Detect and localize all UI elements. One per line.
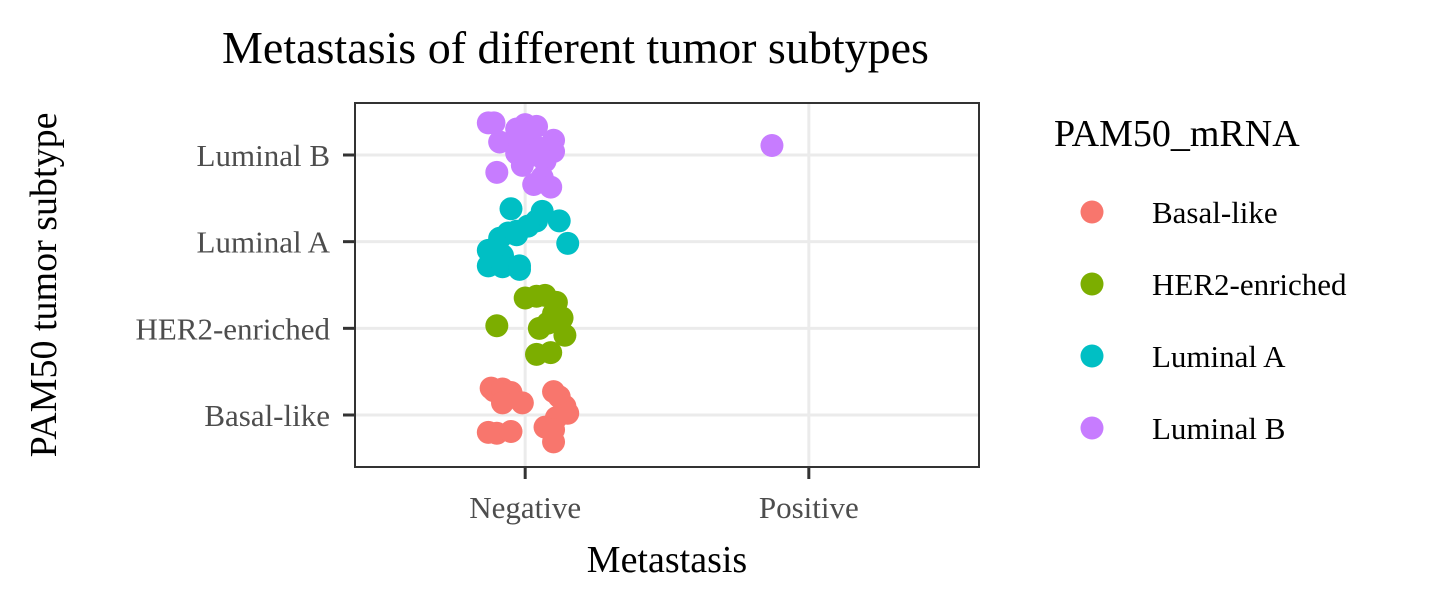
plot-panel xyxy=(354,102,980,468)
y-tick-label: HER2-enriched xyxy=(135,311,330,346)
legend-label: Luminal A xyxy=(1152,339,1286,374)
y-tick-label: Luminal A xyxy=(197,225,331,260)
data-point xyxy=(499,197,523,221)
panel-background xyxy=(355,103,979,467)
panel-border xyxy=(354,102,980,468)
data-point xyxy=(490,255,514,279)
legend-label: Luminal B xyxy=(1152,411,1285,446)
data-point xyxy=(490,391,514,415)
data-point xyxy=(485,314,509,338)
legend-key xyxy=(1080,344,1104,368)
data-point xyxy=(539,175,563,199)
data-point xyxy=(499,419,523,443)
data-point xyxy=(510,391,534,415)
data-point xyxy=(488,130,512,154)
data-point xyxy=(542,430,566,454)
x-axis-title: Metastasis xyxy=(587,539,747,581)
legend-label: Basal-like xyxy=(1152,195,1278,230)
legend-key xyxy=(1080,200,1104,224)
data-point xyxy=(525,342,549,366)
data-point xyxy=(508,257,532,281)
y-tick-label: Basal-like xyxy=(204,398,330,433)
legend-label: HER2-enriched xyxy=(1152,267,1347,302)
data-points xyxy=(476,111,784,454)
chart-title: Metastasis of different tumor subtypes xyxy=(222,22,929,73)
data-point xyxy=(553,323,577,347)
data-point xyxy=(505,223,529,247)
grid-lines xyxy=(355,103,979,467)
y-tick-label: Luminal B xyxy=(197,138,330,173)
data-point xyxy=(527,316,551,340)
legend-items: Basal-like HER2-enriched Luminal A Luminal … xyxy=(1080,195,1347,446)
legend: PAM50_mRNA Basal-like HER2-enriched Lumina… xyxy=(1054,113,1347,446)
data-point xyxy=(485,160,509,184)
x-axis: Negative Positive xyxy=(469,467,859,525)
legend-key xyxy=(1080,416,1104,440)
data-point xyxy=(482,111,506,135)
y-axis-title: PAM50 tumor subtype xyxy=(23,113,65,458)
x-tick-label: Positive xyxy=(759,490,859,525)
data-point xyxy=(547,209,571,233)
legend-key xyxy=(1080,272,1104,296)
data-point xyxy=(510,153,534,177)
data-point xyxy=(760,133,784,157)
x-tick-label: Negative xyxy=(469,490,581,525)
data-point xyxy=(556,231,580,255)
legend-title: PAM50_mRNA xyxy=(1054,113,1300,155)
y-axis: Basal-like HER2-enriched Luminal A Luminal … xyxy=(135,138,355,433)
data-point xyxy=(522,172,546,196)
